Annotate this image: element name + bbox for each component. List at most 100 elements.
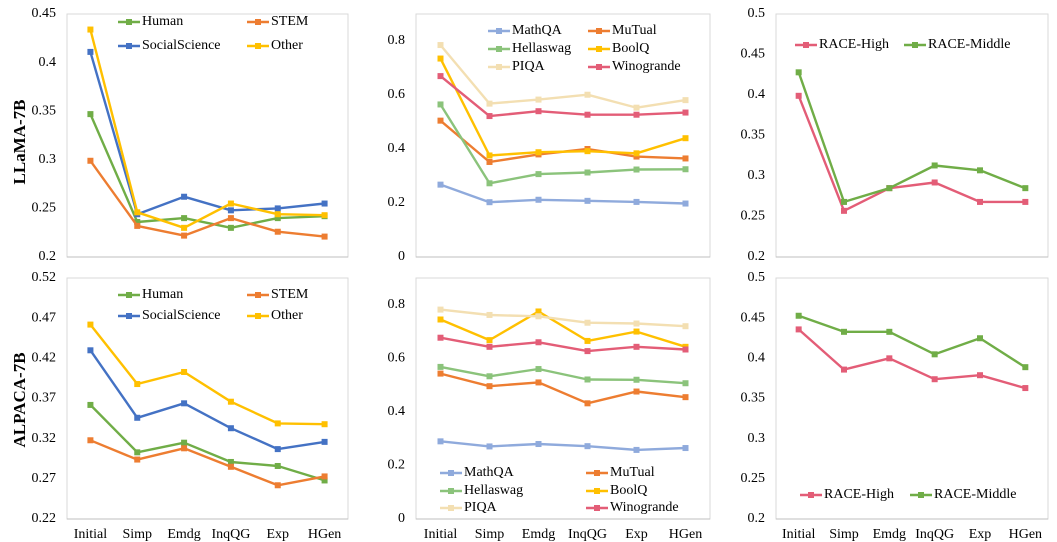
data-point-race-middle [795, 312, 802, 319]
data-point-stem [181, 445, 188, 452]
data-point-hellaswag [682, 380, 689, 387]
legend-item: MuTual [588, 23, 657, 38]
legend-marker [918, 492, 924, 498]
legend-marker [255, 313, 261, 319]
y-tick-label: 0.45 [741, 47, 766, 62]
data-point-hellaswag [584, 376, 591, 383]
data-point-human [227, 458, 234, 465]
data-point-piqa [437, 306, 444, 313]
data-point-stem [274, 228, 281, 235]
y-tick-label: 0.2 [748, 511, 766, 526]
x-tick-label: Initial [424, 527, 458, 542]
data-point-mutual [437, 117, 444, 124]
data-point-hellaswag [535, 366, 542, 373]
data-point-race-middle [795, 69, 802, 76]
data-point-hellaswag [584, 169, 591, 176]
data-point-race-high [931, 376, 938, 383]
legend-item: RACE-High [800, 487, 894, 502]
legend-marker [126, 19, 132, 25]
legend-marker [448, 470, 454, 476]
data-point-mutual [633, 153, 640, 160]
legend-item: MathQA [488, 23, 563, 38]
data-point-boolq [437, 316, 444, 323]
data-point-piqa [535, 96, 542, 103]
data-point-mathqa [535, 196, 542, 203]
data-point-boolq [584, 148, 591, 155]
y-tick-label: 0.52 [32, 270, 57, 285]
data-point-boolq [584, 337, 591, 344]
plot-area [415, 277, 711, 520]
data-point-human [87, 401, 94, 408]
legend-marker [126, 43, 132, 49]
data-point-winogrande [486, 113, 493, 120]
data-point-race-middle [886, 328, 893, 335]
legend: RACE-High RACE-Middle [800, 487, 1016, 502]
data-point-mathqa [633, 446, 640, 453]
data-point-human [134, 219, 141, 226]
legend-label: RACE-Middle [934, 487, 1016, 502]
data-point-boolq [535, 308, 542, 315]
series-line-race-high [797, 328, 1026, 390]
legend-label: BoolQ [610, 483, 647, 498]
data-point-human [134, 449, 141, 456]
y-tick-label: 0.42 [32, 351, 57, 366]
legend-item: MuTual [586, 465, 655, 480]
data-point-other [321, 212, 328, 219]
legend-marker [594, 488, 600, 494]
data-point-race-high [795, 92, 802, 99]
chart-panel-alpaca-7b-mmlu: 0.22 0.27 0.32 0.37 0.42 0.47 0.52 Initial Simp E… [32, 270, 349, 542]
legend-item: Other [247, 38, 303, 53]
x-tick-label: HGen [669, 527, 702, 542]
data-point-other [87, 321, 94, 328]
data-point-boolq [437, 55, 444, 62]
legend-label: RACE-High [819, 37, 889, 52]
data-point-hellaswag [486, 180, 493, 187]
legend-item: BoolQ [586, 483, 647, 498]
data-point-piqa [437, 42, 444, 49]
data-point-winogrande [486, 343, 493, 350]
data-point-piqa [682, 323, 689, 330]
legend: Human STEM SocialScience Other [118, 287, 309, 323]
series-line-mutual [439, 119, 686, 164]
data-point-other [181, 224, 188, 231]
data-point-other [134, 209, 141, 216]
y-tick-label: 0.2 [388, 195, 406, 210]
data-point-mathqa [437, 438, 444, 445]
legend-label: MathQA [464, 465, 515, 480]
y-tick-label: 0.25 [32, 201, 57, 216]
legend-label: Human [142, 14, 183, 29]
x-tick-label: Exp [969, 527, 992, 542]
legend-item: STEM [247, 14, 309, 29]
data-point-human [181, 215, 188, 222]
data-point-mutual [535, 379, 542, 386]
y-tick-label: 0.27 [32, 471, 57, 486]
data-point-race-middle [841, 198, 847, 205]
legend-item: Hellaswag [488, 41, 571, 56]
plot-area [775, 277, 1049, 520]
data-point-winogrande [584, 348, 591, 355]
data-point-stem [134, 456, 141, 463]
data-point-race-middle [977, 167, 983, 174]
legend-item: Other [247, 308, 303, 323]
y-tick-label: 0 [398, 511, 405, 526]
x-tick-label: Emdg [167, 527, 200, 542]
y-tick-label: 0.45 [741, 310, 766, 325]
data-point-stem [321, 233, 328, 240]
data-point-socialscience [134, 414, 141, 421]
series-line-mathqa [440, 183, 686, 205]
legend-marker [594, 505, 600, 511]
legend-item: RACE-High [795, 37, 889, 52]
legend-label: Other [271, 308, 303, 323]
legend-item: Winogrande [588, 59, 681, 74]
x-tick-label: HGen [308, 527, 341, 542]
data-point-winogrande [437, 73, 444, 80]
data-point-boolq [633, 150, 640, 157]
data-point-boolq [633, 328, 640, 335]
legend-label: MuTual [612, 23, 657, 38]
data-point-race-middle [886, 185, 893, 192]
legend-label: PIQA [512, 59, 546, 74]
series-line-boolq [439, 58, 686, 157]
y-tick-label: 0.3 [748, 168, 766, 183]
data-point-mathqa [437, 181, 444, 188]
